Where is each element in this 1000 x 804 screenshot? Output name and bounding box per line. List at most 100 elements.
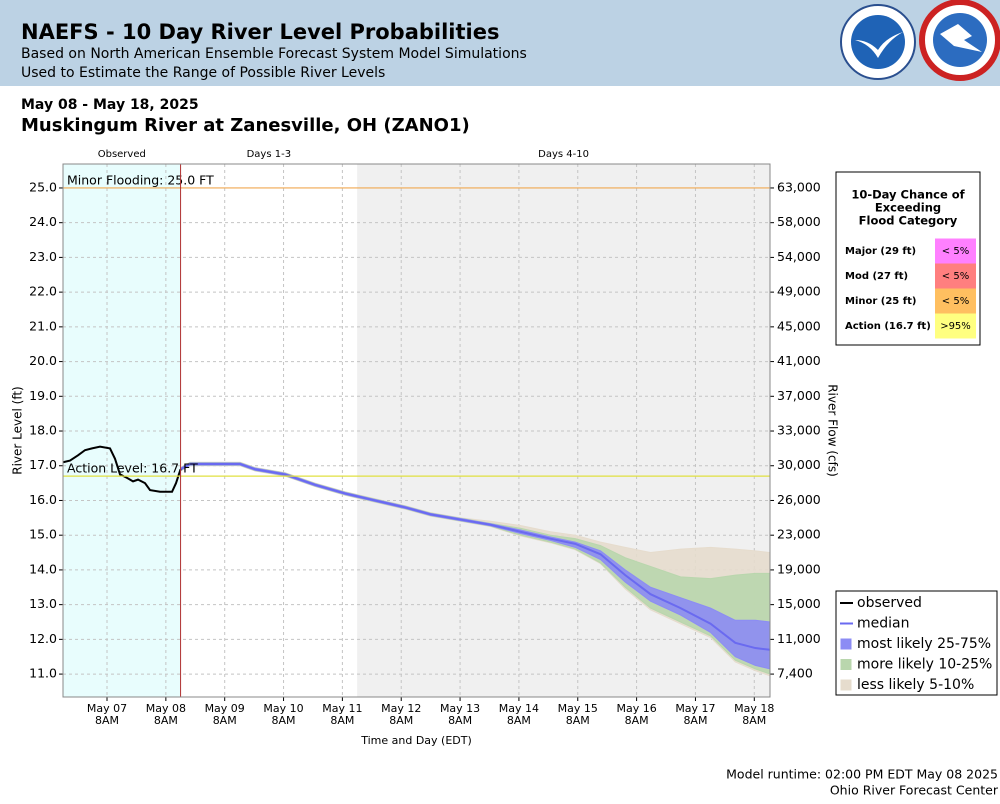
y-tick-label: 18.0	[29, 423, 57, 438]
x-tick-label: May 17	[675, 702, 715, 715]
threshold-label: Action Level: 16.7 FT	[67, 461, 198, 476]
legend-label: median	[857, 616, 909, 632]
noaa-logo	[840, 4, 916, 80]
legend-label: less likely 5-10%	[857, 677, 974, 693]
y-tick-label: 24.0	[29, 214, 57, 229]
flood-chance: >95%	[940, 321, 971, 332]
x-tick-label: May 08	[146, 702, 186, 715]
y-tick-label: 19.0	[29, 388, 57, 403]
x-tick-time: 8AM	[507, 714, 531, 727]
x-tick-time: 8AM	[272, 714, 296, 727]
legend-swatch	[840, 659, 852, 670]
legend-swatch	[840, 679, 852, 691]
y-tick-label: 12.0	[29, 631, 57, 646]
flood-chance-cell	[935, 313, 976, 339]
y-tick-label: 14.0	[29, 561, 57, 576]
x-tick-time: 8AM	[683, 714, 707, 727]
legend-box	[835, 590, 998, 696]
y2-tick-label: 45,000	[777, 318, 821, 333]
x-axis-title: Time and Day (EDT)	[360, 734, 472, 747]
y2-tick-label: 33,000	[777, 423, 821, 438]
x-tick-time: 8AM	[625, 714, 649, 727]
flood-table-title: Exceeding	[875, 201, 941, 215]
flood-chance-cell	[935, 238, 976, 264]
x-tick-label: May 15	[558, 702, 598, 715]
region-label: Days 1-3	[247, 149, 291, 160]
x-tick-label: May 16	[616, 702, 656, 715]
flood-category: Minor (25 ft)	[845, 296, 916, 307]
flood-chance-cell	[935, 288, 976, 314]
header-band	[0, 0, 1000, 86]
region-label: Observed	[98, 149, 146, 160]
header-title: NAEFS - 10 Day River Level Probabilities	[21, 20, 500, 44]
y2-tick-label: 58,000	[777, 214, 821, 229]
legend-label: most likely 25-75%	[857, 636, 991, 652]
flood-category: Mod (27 ft)	[845, 271, 908, 282]
y2-tick-label: 30,000	[777, 457, 821, 472]
y-tick-label: 11.0	[29, 666, 57, 681]
y2-tick-label: 7,400	[777, 666, 813, 681]
x-tick-time: 8AM	[330, 714, 354, 727]
y-tick-label: 21.0	[29, 318, 57, 333]
y-tick-label: 16.0	[29, 492, 57, 507]
x-tick-time: 8AM	[95, 714, 119, 727]
x-tick-label: May 09	[205, 702, 245, 715]
y-tick-label: 20.0	[29, 353, 57, 368]
flood-table-title: Flood Category	[859, 214, 958, 228]
plot-frame	[62, 163, 771, 698]
x-tick-label: May 13	[440, 702, 480, 715]
footer-center: Ohio River Forecast Center	[830, 783, 999, 798]
y2-tick-label: 23,000	[777, 527, 821, 542]
x-tick-time: 8AM	[742, 714, 766, 727]
x-tick-label: May 14	[499, 702, 539, 715]
legend-label: observed	[857, 595, 922, 611]
x-tick-time: 8AM	[566, 714, 590, 727]
legend-swatch	[840, 638, 852, 650]
y2-tick-label: 54,000	[777, 249, 821, 264]
y-tick-label: 13.0	[29, 596, 57, 611]
y2-tick-label: 19,000	[777, 561, 821, 576]
y2-tick-label: 11,000	[777, 631, 821, 646]
x-tick-label: May 10	[263, 702, 303, 715]
flood-table-title: 10-Day Chance of	[851, 188, 965, 202]
nws-logo	[919, 0, 1000, 81]
y-axis-title: River Level (ft)	[11, 386, 25, 474]
y-tick-label: 17.0	[29, 457, 57, 472]
y2-tick-label: 26,000	[777, 492, 821, 507]
flood-chance: < 5%	[942, 271, 969, 282]
x-tick-time: 8AM	[213, 714, 237, 727]
date-range: May 08 - May 18, 2025	[21, 97, 199, 113]
x-tick-time: 8AM	[389, 714, 413, 727]
y-tick-label: 15.0	[29, 527, 57, 542]
y2-tick-label: 37,000	[777, 388, 821, 403]
flood-chance: < 5%	[942, 246, 969, 257]
x-tick-label: May 07	[87, 702, 127, 715]
y2-tick-label: 49,000	[777, 284, 821, 299]
station-name: Muskingum River at Zanesville, OH (ZANO1…	[21, 115, 470, 136]
x-tick-label: May 18	[734, 702, 774, 715]
y2-tick-label: 41,000	[777, 353, 821, 368]
y-tick-label: 25.0	[29, 179, 57, 194]
legend-label: more likely 10-25%	[857, 657, 992, 673]
y-tick-label: 22.0	[29, 284, 57, 299]
flood-category: Action (16.7 ft)	[845, 321, 931, 332]
header-subtitle: Used to Estimate the Range of Possible R…	[21, 65, 385, 81]
time-region	[63, 164, 181, 697]
y2-tick-label: 15,000	[777, 596, 821, 611]
x-tick-label: May 12	[381, 702, 421, 715]
flood-chance-cell	[935, 263, 976, 289]
x-tick-label: May 11	[322, 702, 362, 715]
x-tick-time: 8AM	[448, 714, 472, 727]
y-tick-label: 23.0	[29, 249, 57, 264]
region-label: Days 4-10	[538, 149, 589, 160]
series-line	[180, 463, 771, 651]
flood-category: Major (29 ft)	[845, 246, 916, 257]
header-subtitle: Based on North American Ensemble Forecas…	[21, 46, 527, 62]
x-tick-time: 8AM	[154, 714, 178, 727]
legend: observed median most likely 25-75% more lik…	[835, 590, 998, 696]
flood-chance: < 5%	[942, 296, 969, 307]
threshold-label: Minor Flooding: 25.0 FT	[67, 172, 214, 187]
